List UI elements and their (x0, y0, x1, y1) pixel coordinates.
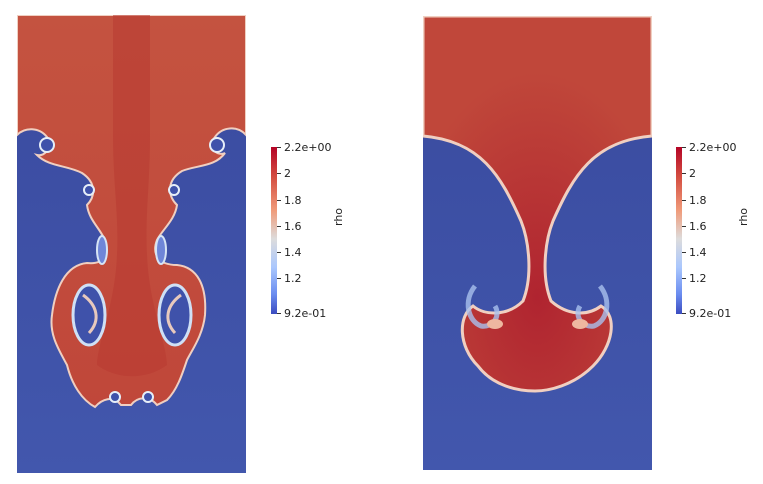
tick-label: 1.4 (284, 246, 302, 259)
density-plot-left (17, 15, 246, 473)
tick-label: 1.2 (284, 272, 302, 285)
colorbar-gradient (271, 147, 277, 314)
tick-label: 1.2 (689, 272, 707, 285)
tick-label: 2.2e+00 (284, 141, 332, 154)
rayleigh-taylor-field-right (423, 16, 652, 470)
colorbar-right: 2.2e+00 2 1.8 1.6 1.4 1.2 9.2e-01 rho (673, 140, 753, 320)
tick-label: 1.6 (284, 220, 302, 233)
tick-label: 1.6 (689, 220, 707, 233)
tick-label: 2 (284, 167, 291, 180)
colorbar-left: 2.2e+00 2 1.8 1.6 1.4 1.2 9.2e-01 rho (268, 140, 348, 320)
tick-label: 1.8 (284, 194, 302, 207)
rayleigh-taylor-field-left (17, 15, 246, 473)
tick-label: 1.4 (689, 246, 707, 259)
tick-label: 2 (689, 167, 696, 180)
tick-label: 2.2e+00 (689, 141, 737, 154)
colorbar-gradient (676, 147, 682, 314)
colorbar-title: rho (332, 207, 345, 226)
tick-label: 9.2e-01 (689, 307, 732, 320)
tick-label: 9.2e-01 (284, 307, 327, 320)
colorbar-title: rho (737, 207, 750, 226)
tick-label: 1.8 (689, 194, 707, 207)
density-plot-right (423, 16, 652, 470)
